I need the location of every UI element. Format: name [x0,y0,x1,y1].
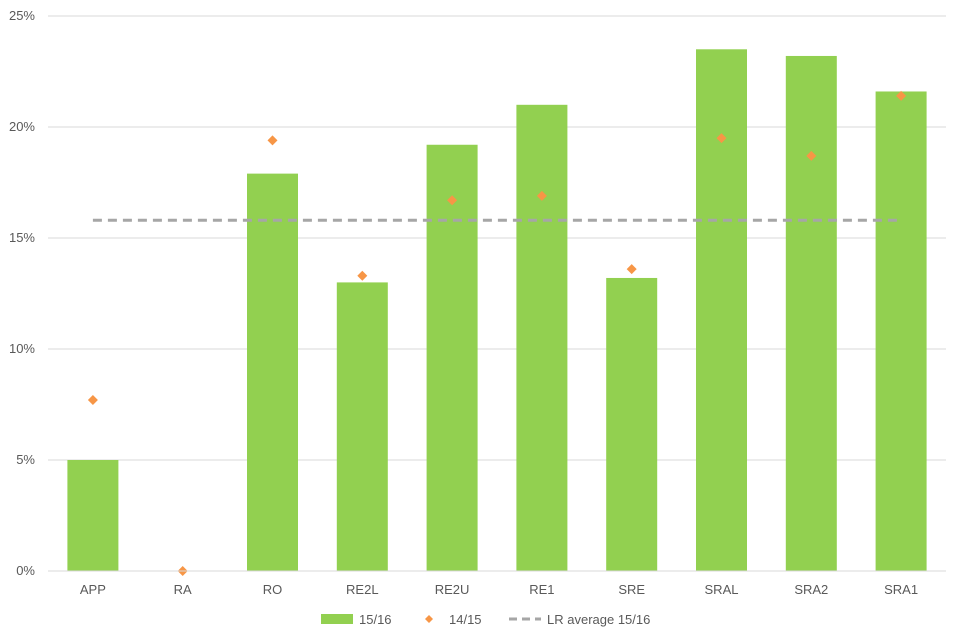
diamond-marker [447,195,458,206]
diamond-marker [806,150,817,161]
legend-swatch-diamond [425,615,433,623]
x-tick-label: SRE [618,582,645,597]
diamond-marker [87,395,98,406]
x-tick-label: RE2U [435,582,470,597]
diamond-marker [626,264,637,275]
x-tick-label: APP [80,582,106,597]
y-tick-label: 5% [16,452,35,467]
x-axis: APP RA RO RE2L RE2U RE1 SRE SRAL SRA2 SRA1 [48,570,946,597]
y-tick-label: 0% [16,563,35,578]
x-tick-label: RE1 [529,582,554,597]
bar [247,173,298,571]
diamond-marker [267,135,278,146]
y-tick-label: 15% [9,230,35,245]
x-tick-label: SRA1 [884,582,918,597]
y-tick-label: 10% [9,341,35,356]
legend-label-bar: 15/16 [359,612,392,627]
y-tick-label: 20% [9,119,35,134]
marker-series [87,90,907,576]
bar [67,460,119,571]
legend: 15/16 14/15 LR average 15/16 [321,612,650,627]
x-tick-label: RA [174,582,192,597]
x-tick-label: RE2L [346,582,379,597]
diamond-marker [716,133,727,144]
bar-series [67,49,927,572]
x-tick-label: SRA2 [794,582,828,597]
x-tick-label: RO [263,582,283,597]
bar [606,277,658,571]
diamond-marker [357,270,368,281]
y-tick-label: 25% [9,8,35,23]
y-axis: 0% 5% 10% 15% 20% 25% [9,8,35,578]
bar [516,104,568,572]
legend-label-diamond: 14/15 [449,612,482,627]
bar [336,282,388,571]
bar [875,91,927,571]
bar [785,55,837,571]
legend-label-average: LR average 15/16 [547,612,650,627]
diamond-marker [536,190,547,201]
legend-swatch-bar [321,614,353,624]
bar [696,49,747,572]
bar [426,144,478,571]
diamond-marker [896,90,907,101]
x-tick-label: SRAL [705,582,739,597]
